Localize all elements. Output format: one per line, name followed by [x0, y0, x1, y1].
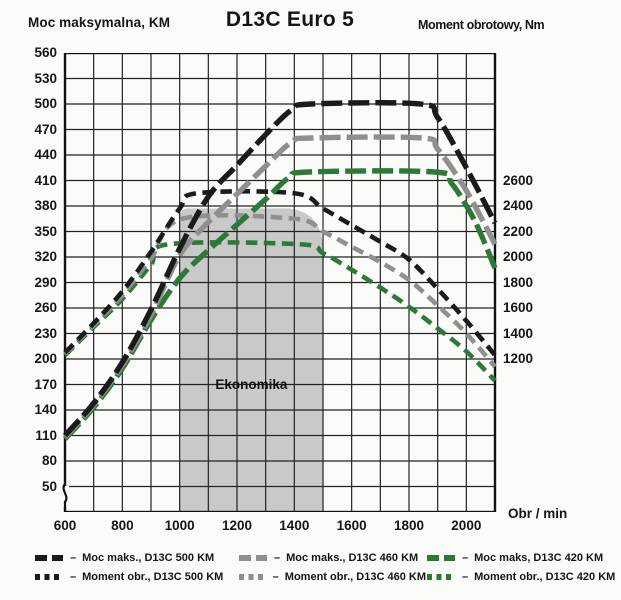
legend: – Moc maks., D13C 500 KM – Moc maks., D13C … [0, 552, 621, 583]
right-tick-1800: 1800 [503, 274, 534, 290]
economy-zone-shade [179, 208, 323, 512]
legend-item-power_500: – Moc maks., D13C 500 KM [34, 552, 238, 564]
right-axis-title: Moment obrotowy, Nm [418, 18, 545, 32]
legend-key-power_460-line-icon [239, 555, 267, 561]
right-tick-2200: 2200 [503, 223, 534, 239]
x-tick-1400: 1400 [279, 518, 310, 533]
x-axis-unit-label: Obr / min [508, 506, 568, 521]
left-tick-470: 470 [34, 121, 57, 137]
x-tick-2000: 2000 [451, 518, 482, 533]
legend-key-power_420-line-icon [427, 555, 455, 561]
left-tick-380: 380 [34, 198, 57, 213]
legend-key-torque_420-line-icon [427, 574, 455, 580]
curve-power_500 [62, 100, 498, 438]
right-tick-2600: 2600 [503, 172, 534, 188]
chart-title: D13C Euro 5 [225, 8, 355, 31]
x-tick-1600: 1600 [336, 518, 367, 533]
curve-torque_460 [63, 213, 497, 369]
legend-label-torque_460: Moment obr., D13C 460 KM [284, 571, 426, 583]
economy-zone-label: Ekonomika [215, 377, 288, 392]
x-tick-1000: 1000 [164, 518, 195, 533]
left-tick-560: 560 [34, 45, 57, 60]
left-tick-110: 110 [35, 427, 57, 443]
legend-item-torque_420: – Moment obr., D13C 420 KM [426, 571, 621, 583]
curve-torque_420 [63, 240, 497, 383]
legend-key-torque_500-line-icon [35, 574, 63, 580]
legend-separator: – [462, 571, 469, 583]
legend-label-power_460: Moc maks., D13C 460 KM [286, 552, 419, 564]
left-tick-200: 200 [34, 351, 57, 366]
left-tick-290: 290 [34, 274, 57, 290]
engine-curves-plot: Ekonomika [61, 53, 498, 512]
x-tick-800: 800 [111, 518, 134, 533]
left-tick-140: 140 [34, 402, 57, 417]
x-tick-1800: 1800 [393, 518, 425, 533]
left-tick-350: 350 [34, 223, 57, 239]
right-tick-1400: 1400 [503, 325, 534, 341]
left-tick-80: 80 [41, 453, 57, 468]
plot-border [63, 53, 497, 512]
left-tick-440: 440 [34, 147, 57, 162]
legend-separator: – [70, 552, 77, 564]
right-tick-2400: 2400 [503, 198, 534, 213]
legend-label-power_420: Moc maks, D13C 420 KM [474, 552, 604, 564]
left-tick-230: 230 [34, 325, 57, 341]
left-tick-170: 170 [34, 376, 57, 392]
axis-break-squiggle [62, 483, 68, 508]
left-tick-500: 500 [34, 96, 57, 111]
curve-torque_500 [63, 189, 497, 357]
left-tick-320: 320 [34, 249, 57, 264]
left-axis-title: Moc maksymalna, KM [28, 15, 171, 30]
legend-label-torque_500: Moment obr., D13C 500 KM [82, 571, 224, 583]
left-tick-50: 50 [41, 478, 57, 494]
legend-item-power_420: – Moc maks, D13C 420 KM [426, 552, 621, 564]
legend-key-power_500-line-icon [35, 555, 63, 561]
right-tick-2000: 2000 [503, 249, 534, 264]
right-tick-1600: 1600 [503, 300, 534, 315]
left-tick-410: 410 [34, 172, 57, 188]
legend-label-power_500: Moc maks., D13C 500 KM [82, 552, 215, 564]
right-tick-1200: 1200 [503, 351, 534, 366]
left-tick-260: 260 [34, 300, 57, 315]
legend-item-torque_460: – Moment obr., D13C 460 KM [238, 571, 426, 583]
x-tick-1200: 1200 [221, 518, 253, 533]
legend-separator: – [462, 552, 469, 564]
legend-separator: – [70, 571, 77, 583]
legend-item-power_460: – Moc maks., D13C 460 KM [238, 552, 426, 564]
legend-item-torque_500: – Moment obr., D13C 500 KM [34, 571, 238, 583]
legend-separator: – [274, 552, 281, 564]
legend-separator: – [272, 571, 279, 583]
left-tick-530: 530 [34, 70, 57, 86]
legend-label-torque_420: Moment obr., D13C 420 KM [474, 571, 616, 583]
legend-key-torque_460-line-icon [239, 574, 267, 580]
x-tick-600: 600 [53, 518, 77, 533]
